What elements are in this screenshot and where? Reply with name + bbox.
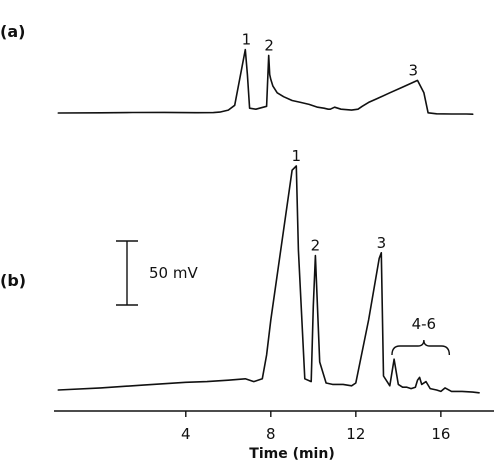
panel-a: (a) 1 2 3 bbox=[0, 22, 474, 115]
trace-b-group bbox=[57, 165, 480, 394]
x-tick-label-8: 8 bbox=[266, 425, 276, 443]
peak-label-b-3: 3 bbox=[377, 234, 387, 252]
x-axis-title: Time (min) bbox=[249, 446, 334, 462]
peak-label-b-2: 2 bbox=[311, 237, 321, 255]
panel-b-label: (b) bbox=[0, 271, 26, 290]
scale-bar: 50 mV bbox=[116, 240, 198, 306]
panel-a-annotations: 1 2 3 bbox=[242, 31, 418, 80]
peak-label-a-3: 3 bbox=[408, 61, 418, 79]
peak-label-b-1: 1 bbox=[292, 147, 302, 165]
panel-b-annotations: 1 2 3 4-6 bbox=[292, 147, 451, 356]
peak-label-a-2: 2 bbox=[264, 36, 274, 54]
x-tick-label-16: 16 bbox=[431, 425, 450, 443]
trace-b-line bbox=[57, 165, 480, 394]
x-tick-label-12: 12 bbox=[346, 425, 365, 443]
peak-label-b-4: 4-6 bbox=[412, 315, 437, 333]
trace-a-line bbox=[57, 48, 474, 115]
trace-a-group bbox=[57, 48, 474, 115]
panel-a-label: (a) bbox=[0, 22, 25, 41]
x-tick-label-4: 4 bbox=[181, 425, 191, 443]
panel-b: (b) 12 34-6 50 mV 4 8 12 16 Time (min) bbox=[0, 147, 494, 462]
peak-label-a-1: 1 bbox=[242, 31, 252, 49]
peaks-4-6-bracket bbox=[391, 339, 451, 356]
x-axis: 4 8 12 16 bbox=[54, 410, 494, 443]
scale-bar-label: 50 mV bbox=[149, 264, 198, 282]
